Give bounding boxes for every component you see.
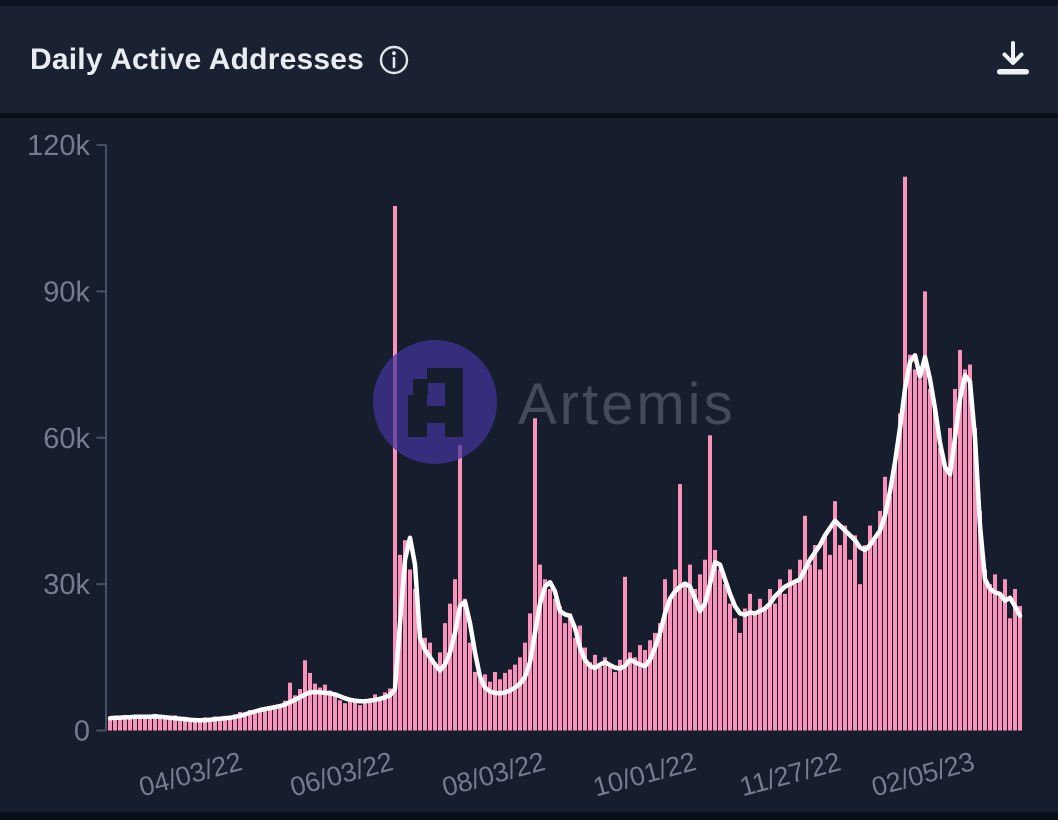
y-tick-label: 120k <box>27 130 90 162</box>
x-axis-labels: 04/03/22 06/03/22 08/03/22 10/01/22 11/27/22… <box>136 746 978 802</box>
y-tick-label: 90k <box>43 276 90 308</box>
x-tick-label: 04/03/22 <box>136 746 245 802</box>
download-icon <box>997 41 1029 75</box>
x-tick-label: 02/05/23 <box>868 746 977 802</box>
y-axis-labels: 0 30k 60k 90k 120k <box>27 130 90 748</box>
download-button[interactable] <box>994 38 1032 82</box>
watermark-brand-text: Artemis <box>518 372 736 437</box>
chart-title: Daily Active Addresses <box>30 43 365 76</box>
artemis-logo-icon <box>408 368 463 437</box>
x-tick-label: 08/03/22 <box>439 746 548 802</box>
y-axis <box>96 144 107 732</box>
card-bottom-edge <box>0 812 1058 820</box>
y-tick-label: 30k <box>43 569 90 601</box>
info-button[interactable] <box>378 44 410 76</box>
artemis-watermark: Artemis <box>373 340 736 464</box>
chart-area: 0 30k 60k 90k 120k Artemis 04/03/22 06/03/22 0… <box>0 118 1058 812</box>
y-tick-label: 60k <box>43 423 90 455</box>
y-tick-label: 0 <box>74 716 90 748</box>
info-circle-icon <box>379 45 409 75</box>
x-tick-label: 10/01/22 <box>590 746 699 802</box>
x-tick-label: 11/27/22 <box>736 746 843 802</box>
moving-average-line <box>107 353 1023 723</box>
x-tick-label: 06/03/22 <box>287 746 396 802</box>
chart-header: Daily Active Addresses <box>0 6 1058 114</box>
card-top-edge <box>0 0 1058 6</box>
bar-series <box>108 176 1022 731</box>
header-divider <box>0 113 1058 118</box>
watermark-logo-circle <box>373 340 497 464</box>
